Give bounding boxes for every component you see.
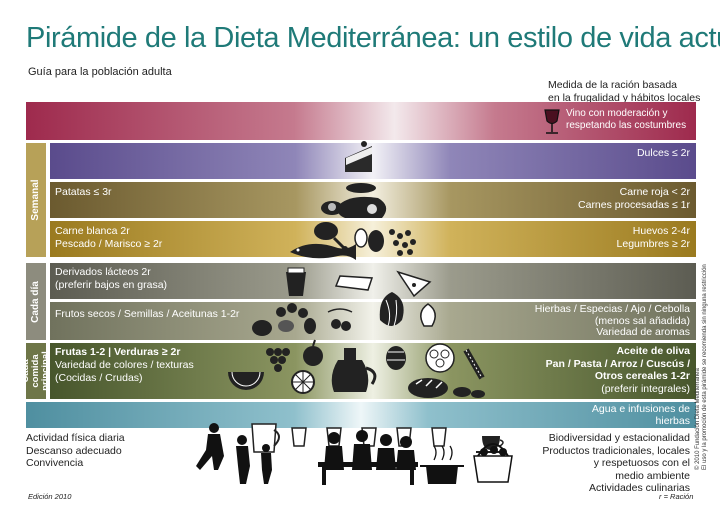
- legumes-icon: [389, 229, 416, 256]
- herbs-text: Hierbas / Especias / Ajo / Cebolla (meno…: [534, 303, 690, 339]
- water-band: [26, 402, 696, 428]
- eggs-icon: [354, 228, 384, 252]
- grapes-icon: [266, 348, 290, 372]
- edition-label: Edición 2010: [28, 492, 72, 501]
- white-meat-text: Carne blanca 2r Pescado / Marisco ≥ 2r: [55, 225, 162, 251]
- side-label-weekly: Semanal: [26, 143, 46, 257]
- credit-line1: © 2010 Fundación Dieta Mediterránea: [695, 368, 701, 470]
- page-subtitle: Guía para la población adulta: [28, 66, 172, 78]
- copyright-credit: © 2010 Fundación Dieta Mediterránea El u…: [695, 264, 709, 470]
- fruits-vegetables-line1: Frutas 1-2 | Verduras ≥ 2r: [55, 346, 181, 358]
- garlic-icon: [420, 303, 436, 327]
- watermelon-icon: [228, 371, 264, 390]
- nuts-icon: [252, 303, 316, 336]
- herbs-line1: Hierbas / Especias / Ajo / Cebolla: [534, 303, 690, 315]
- pasta-icon: [463, 348, 485, 380]
- legumes-line: Legumbres ≥ 2r: [616, 238, 690, 250]
- lifestyle-item: Actividad física diaria: [26, 432, 125, 444]
- water-text: Agua e infusiones de hierbas: [591, 403, 690, 427]
- sustainability-item: medio ambiente: [615, 469, 690, 482]
- sweets-text: Dulces ≤ 2r: [636, 147, 690, 159]
- wine-band: [26, 102, 696, 140]
- sustainability-item: Productos tradicionales, locales: [542, 444, 690, 457]
- prefer-wholegrain-line: (preferir integrales): [601, 382, 690, 395]
- wine-text: Vino con moderación y respetando las cos…: [566, 108, 686, 132]
- fruits-vegetables-line3: (Cocidas / Crudas): [55, 372, 143, 384]
- dairy-line1: Derivados lácteos 2r: [55, 266, 151, 278]
- water-line1: Agua e infusiones de: [591, 403, 690, 415]
- onion-icon: [379, 292, 404, 327]
- white-meat-line: Carne blanca 2r: [55, 225, 130, 237]
- side-label-every-meal: Cada comida principal: [20, 343, 51, 399]
- cooking-pot-icon: [420, 445, 464, 484]
- processed-meat-line: Carnes procesadas ≤ 1r: [578, 199, 690, 211]
- family-meal-icon: [318, 430, 418, 485]
- ration-note-line1: Medida de la ración basada: [548, 79, 678, 91]
- herbs-line2: (menos sal añadida): [594, 314, 690, 327]
- meat-icon: [321, 183, 387, 218]
- nuts-band: [50, 302, 696, 340]
- artichoke-icon: [386, 346, 406, 370]
- cauliflower-icon: [425, 343, 455, 373]
- cereals-line: Otros cereales 1-2r: [594, 370, 690, 382]
- eggs-text: Huevos 2-4r Legumbres ≥ 2r: [617, 225, 690, 251]
- wine-text-line2: respetando las costumbres: [566, 120, 687, 131]
- ration-note-line2: en la frugalidad y hábitos locales: [548, 92, 701, 104]
- sustainability-item: Actividades culinarias: [589, 482, 690, 494]
- credit-line2: El uso y la promoción de esta pirámide s…: [702, 264, 708, 470]
- fruits-vegetables-text: Frutas 1-2 | Verduras ≥ 2r Variedad de c…: [55, 346, 194, 385]
- lifestyle-item: Descanso adecuado: [26, 444, 122, 457]
- wine-text-line1: Vino con moderación y: [566, 108, 668, 119]
- olives-icon: [327, 308, 353, 331]
- sustainability-list: Biodiversidad y estacionalidad Productos…: [542, 432, 690, 495]
- fish-icon: [290, 243, 356, 260]
- fruits-vegetables-line2: Variedad de colores / texturas: [55, 359, 194, 371]
- water-line2: hierbas: [655, 414, 690, 427]
- yogurt-icon: [286, 267, 306, 296]
- grains-icon: [453, 387, 485, 398]
- potatoes-text: Patatas ≤ 3r: [55, 186, 112, 198]
- market-basket-icon: [473, 443, 513, 483]
- cake-icon: [345, 141, 372, 172]
- fish-line: Pescado / Marisco ≥ 2r: [55, 238, 163, 250]
- water-pitcher-icon: [251, 423, 280, 453]
- red-meat-line: Carne roja < 2r: [619, 186, 690, 198]
- olive-oil-line: Aceite de oliva: [616, 345, 690, 357]
- water-glasses-icon: [291, 427, 447, 447]
- side-label-daily: Cada día: [26, 263, 46, 340]
- cheese-icon: [334, 270, 432, 298]
- lifestyle-item: Convivencia: [26, 457, 84, 469]
- olive-oil-cereals-text: Aceite de oliva Pan / Pasta / Arroz / Cu…: [546, 345, 690, 395]
- ration-legend: r = Ración: [659, 492, 694, 501]
- eggs-line: Huevos 2-4r: [632, 225, 690, 237]
- bread-icon: [408, 378, 448, 398]
- red-meat-text: Carne roja < 2r Carnes procesadas ≤ 1r: [578, 186, 690, 212]
- dairy-line2: (preferir bajos en grasa): [55, 279, 168, 291]
- nuts-text: Frutos secos / Semillas / Aceitunas 1-2r: [55, 308, 240, 320]
- sustainability-item: Biodiversidad y estacionalidad: [548, 432, 690, 444]
- dairy-text: Derivados lácteos 2r (preferir bajos en …: [55, 266, 167, 292]
- wine-glass-icon: [544, 109, 560, 134]
- apple-icon: [303, 339, 323, 366]
- sustainability-item: y respetuosos con el: [593, 457, 690, 469]
- ration-note: Medida de la ración basada en la frugali…: [548, 79, 700, 105]
- orange-slice-icon: [291, 370, 315, 394]
- bread-pasta-line: Pan / Pasta / Arroz / Cuscús /: [545, 357, 690, 370]
- page-title: Pirámide de la Dieta Mediterránea: un es…: [26, 22, 720, 54]
- sweets-band: [50, 143, 696, 179]
- olive-oil-jar-icon: [331, 348, 377, 392]
- lifestyle-list: Actividad física diaria Descanso adecuad…: [26, 432, 125, 470]
- herbs-line3: Variedad de aromas: [596, 326, 690, 338]
- dairy-band: [50, 263, 696, 299]
- exercising-people-icon: [196, 423, 272, 484]
